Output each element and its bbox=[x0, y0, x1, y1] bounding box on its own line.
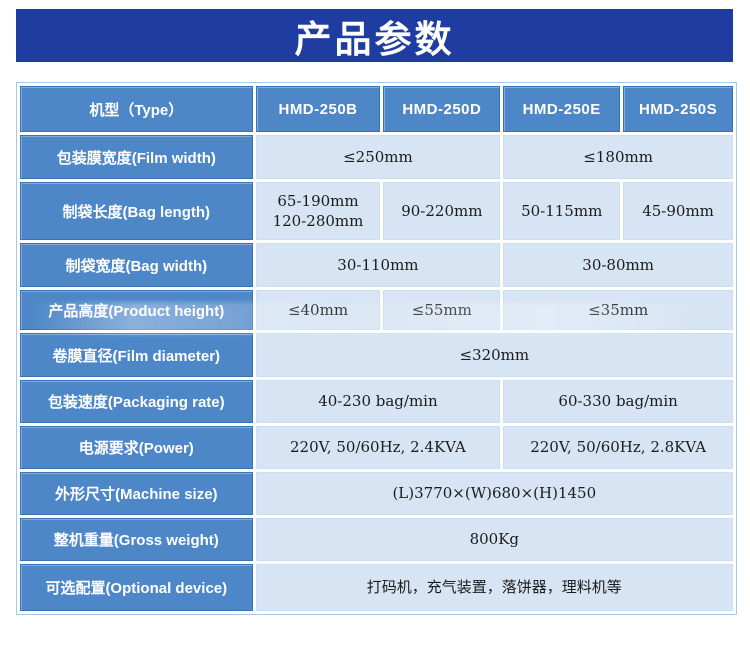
table-row-bag-width: 制袋宽度(Bag width) 30-110mm 30-80mm bbox=[20, 243, 733, 287]
row-label-film-diameter: 卷膜直径(Film diameter) bbox=[20, 333, 253, 377]
table-row-machine-size: 外形尺寸(Machine size) (L)3770×(W)680×(H)145… bbox=[20, 472, 733, 515]
table-row-type: 机型（Type） HMD-250B HMD-250D HMD-250E HMD-… bbox=[20, 86, 733, 132]
table-row-gross-weight: 整机重量(Gross weight) 800Kg bbox=[20, 518, 733, 561]
row-label-type: 机型（Type） bbox=[20, 86, 253, 132]
spec-cell: ≤55mm bbox=[383, 290, 501, 330]
spec-cell: 30-110mm bbox=[255, 243, 501, 287]
row-label-bag-width: 制袋宽度(Bag width) bbox=[20, 243, 253, 287]
spec-cell: 65-190mm 120-280mm bbox=[255, 182, 381, 240]
row-label-optional-device: 可选配置(Optional device) bbox=[20, 564, 253, 611]
spec-cell: 90-220mm bbox=[383, 182, 501, 240]
spec-cell: 60-330 bag/min bbox=[503, 380, 733, 423]
spec-cell: 45-90mm bbox=[623, 182, 733, 240]
row-label-product-height: 产品高度(Product height) bbox=[20, 290, 253, 330]
table-row-film-width: 包装膜宽度(Film width) ≤250mm ≤180mm bbox=[20, 135, 733, 179]
table-row-product-height: 产品高度(Product height) ≤40mm ≤55mm ≤35mm bbox=[20, 290, 733, 330]
model-header-hmd-250d: HMD-250D bbox=[383, 86, 501, 132]
spec-table-container: 机型（Type） HMD-250B HMD-250D HMD-250E HMD-… bbox=[16, 82, 737, 615]
row-label-bag-length: 制袋长度(Bag length) bbox=[20, 182, 253, 240]
table-row-bag-length: 制袋长度(Bag length) 65-190mm 120-280mm 90-2… bbox=[20, 182, 733, 240]
spec-cell: ≤320mm bbox=[255, 333, 733, 377]
spec-cell: ≤40mm bbox=[255, 290, 381, 330]
row-label-power: 电源要求(Power) bbox=[20, 426, 253, 469]
spec-cell: 30-80mm bbox=[503, 243, 733, 287]
spec-cell: (L)3770×(W)680×(H)1450 bbox=[255, 472, 733, 515]
row-label-film-width: 包装膜宽度(Film width) bbox=[20, 135, 253, 179]
spec-cell: ≤35mm bbox=[503, 290, 733, 330]
row-label-machine-size: 外形尺寸(Machine size) bbox=[20, 472, 253, 515]
spec-cell: 220V, 50/60Hz, 2.4KVA bbox=[255, 426, 501, 469]
spec-cell: ≤250mm bbox=[255, 135, 501, 179]
table-row-optional-device: 可选配置(Optional device) 打码机，充气装置，落饼器，理料机等 bbox=[20, 564, 733, 611]
spec-cell: 40-230 bag/min bbox=[255, 380, 501, 423]
spec-cell: 打码机，充气装置，落饼器，理料机等 bbox=[255, 564, 733, 611]
spec-cell: 800Kg bbox=[255, 518, 733, 561]
table-row-packaging-rate: 包装速度(Packaging rate) 40-230 bag/min 60-3… bbox=[20, 380, 733, 423]
page-title-banner: 产品参数 bbox=[16, 9, 733, 62]
row-label-gross-weight: 整机重量(Gross weight) bbox=[20, 518, 253, 561]
spec-cell: 220V, 50/60Hz, 2.8KVA bbox=[503, 426, 733, 469]
spec-table: 机型（Type） HMD-250B HMD-250D HMD-250E HMD-… bbox=[17, 83, 736, 614]
spec-cell: ≤180mm bbox=[503, 135, 733, 179]
table-row-film-diameter: 卷膜直径(Film diameter) ≤320mm bbox=[20, 333, 733, 377]
row-label-packaging-rate: 包装速度(Packaging rate) bbox=[20, 380, 253, 423]
model-header-hmd-250e: HMD-250E bbox=[503, 86, 621, 132]
model-header-hmd-250s: HMD-250S bbox=[623, 86, 733, 132]
page-title: 产品参数 bbox=[294, 18, 455, 60]
spec-cell: 50-115mm bbox=[503, 182, 621, 240]
model-header-hmd-250b: HMD-250B bbox=[255, 86, 381, 132]
table-row-power: 电源要求(Power) 220V, 50/60Hz, 2.4KVA 220V, … bbox=[20, 426, 733, 469]
